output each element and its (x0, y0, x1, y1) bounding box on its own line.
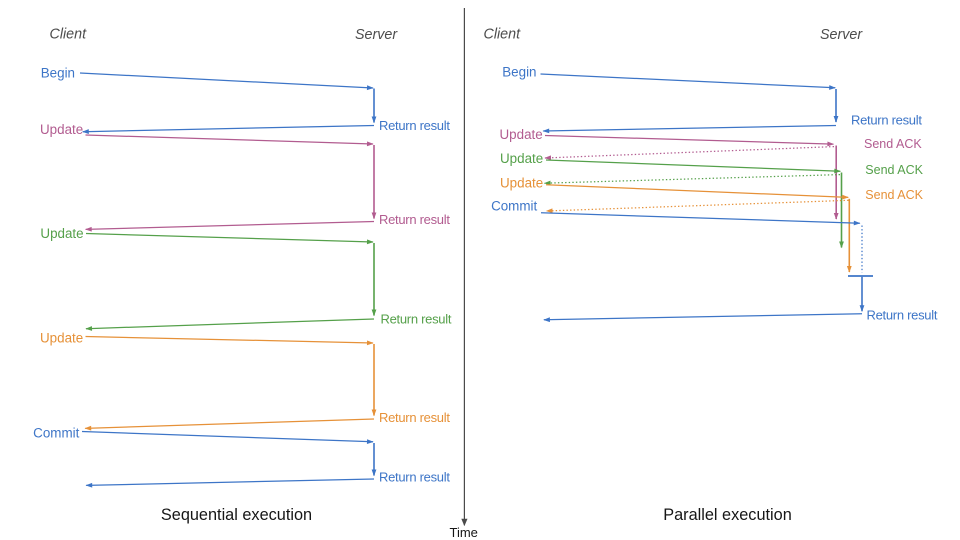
svg-text:Update: Update (500, 151, 543, 166)
svg-text:Send ACK: Send ACK (865, 163, 923, 177)
svg-text:Client: Client (50, 27, 88, 43)
svg-text:Update: Update (40, 331, 83, 346)
svg-text:Begin: Begin (502, 65, 536, 80)
svg-text:Return result: Return result (381, 312, 452, 327)
svg-text:Return result: Return result (867, 307, 938, 322)
svg-text:Send ACK: Send ACK (865, 188, 923, 202)
svg-text:Sequential execution: Sequential execution (161, 506, 312, 524)
svg-text:Parallel execution: Parallel execution (663, 506, 792, 524)
svg-text:Return result: Return result (851, 112, 922, 127)
svg-text:Server: Server (355, 27, 398, 43)
svg-text:Return result: Return result (379, 118, 450, 133)
svg-text:Update: Update (500, 127, 543, 142)
svg-text:Begin: Begin (41, 66, 75, 81)
svg-text:Commit: Commit (491, 198, 537, 213)
svg-text:Server: Server (820, 27, 863, 43)
svg-text:Return result: Return result (379, 470, 450, 485)
svg-text:Client: Client (484, 27, 522, 43)
svg-text:Commit: Commit (33, 426, 79, 441)
svg-text:Time: Time (450, 525, 478, 540)
svg-text:Update: Update (40, 226, 83, 241)
svg-text:Return result: Return result (379, 212, 450, 227)
svg-text:Return result: Return result (379, 410, 450, 425)
svg-text:Send ACK: Send ACK (864, 137, 922, 151)
svg-text:Update: Update (40, 122, 83, 137)
svg-text:Update: Update (500, 175, 543, 190)
